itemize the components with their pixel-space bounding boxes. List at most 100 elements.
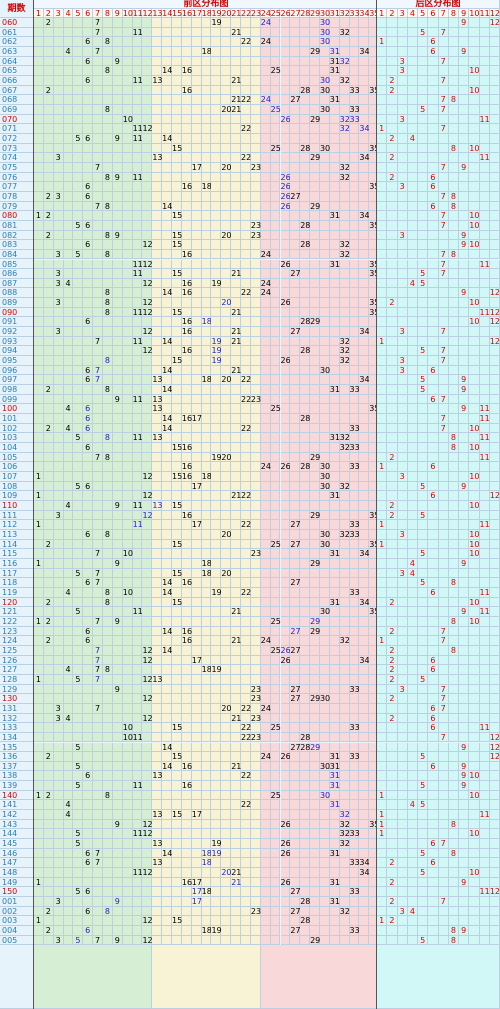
front-cell bbox=[241, 578, 251, 588]
back-cell bbox=[479, 85, 490, 96]
front-cell bbox=[152, 336, 163, 347]
back-cell bbox=[418, 703, 429, 714]
front-cell bbox=[181, 394, 192, 405]
back-cell bbox=[479, 694, 490, 704]
front-cell bbox=[260, 452, 271, 463]
back-cell bbox=[428, 356, 439, 366]
back-filler bbox=[377, 945, 500, 1009]
front-cell bbox=[310, 385, 320, 395]
front-cell bbox=[201, 56, 212, 67]
front-cell bbox=[162, 549, 173, 559]
front-cell bbox=[201, 839, 212, 849]
front-cell bbox=[319, 211, 330, 221]
front-cell bbox=[191, 269, 202, 279]
front-cell bbox=[310, 356, 320, 366]
back-cell bbox=[397, 520, 408, 530]
front-cell bbox=[339, 269, 350, 279]
front-cell bbox=[260, 259, 271, 270]
back-cell bbox=[377, 288, 388, 299]
front-number: 4 bbox=[63, 800, 74, 811]
back-cell bbox=[397, 433, 408, 444]
front-cell bbox=[310, 761, 320, 772]
front-cell bbox=[73, 269, 84, 279]
front-cell bbox=[191, 27, 202, 38]
front-cell bbox=[349, 549, 360, 559]
front-cell bbox=[310, 771, 320, 782]
front-cell bbox=[231, 133, 242, 144]
front-number: 3 bbox=[53, 897, 64, 907]
front-cell bbox=[280, 597, 291, 608]
front-cell bbox=[260, 491, 271, 501]
front-cell bbox=[53, 230, 64, 241]
front-cell bbox=[172, 327, 182, 337]
back-cell bbox=[407, 723, 418, 733]
front-cell bbox=[201, 829, 212, 840]
front-cell bbox=[181, 858, 192, 869]
front-number: 3 bbox=[53, 935, 64, 946]
front-cell bbox=[83, 732, 94, 743]
front-cell bbox=[122, 182, 133, 192]
front-cell bbox=[181, 539, 192, 550]
front-cell bbox=[201, 597, 212, 608]
front-cell bbox=[63, 848, 74, 859]
back-cell bbox=[489, 674, 500, 685]
front-cell bbox=[260, 124, 271, 134]
front-cell bbox=[211, 327, 222, 337]
front-cell bbox=[211, 935, 222, 946]
front-cell bbox=[280, 626, 291, 637]
front-cell bbox=[319, 230, 330, 241]
back-cell bbox=[479, 18, 490, 28]
front-cell bbox=[231, 684, 242, 695]
front-number: 8 bbox=[103, 104, 113, 115]
back-cell bbox=[377, 868, 388, 878]
front-number: 8 bbox=[103, 597, 113, 608]
back-number: 11 bbox=[479, 723, 490, 733]
issue-number: 118 bbox=[0, 578, 34, 588]
front-cell bbox=[241, 501, 251, 511]
front-cell bbox=[260, 365, 271, 376]
front-cell bbox=[319, 713, 330, 724]
front-cell bbox=[181, 18, 192, 28]
front-cell bbox=[241, 868, 251, 878]
front-cell bbox=[270, 56, 281, 67]
front-cell bbox=[349, 327, 360, 337]
front-cell bbox=[34, 587, 44, 598]
back-cell bbox=[438, 336, 449, 347]
front-cell bbox=[260, 385, 271, 395]
back-cell bbox=[448, 259, 459, 270]
front-cell bbox=[152, 520, 163, 530]
front-cell bbox=[53, 104, 64, 115]
front-number: 12 bbox=[142, 491, 153, 501]
front-cell bbox=[280, 906, 291, 917]
front-number: 18 bbox=[201, 887, 212, 898]
back-cell bbox=[469, 124, 480, 134]
front-cell bbox=[359, 684, 370, 695]
front-cell bbox=[172, 278, 182, 289]
front-cell bbox=[53, 839, 64, 849]
front-cell bbox=[319, 616, 330, 627]
front-cell bbox=[250, 182, 261, 192]
front-cell bbox=[349, 558, 360, 569]
front-cell bbox=[152, 868, 163, 878]
back-cell bbox=[489, 529, 500, 540]
back-cell bbox=[448, 153, 459, 163]
front-cell bbox=[241, 935, 251, 946]
front-cell bbox=[43, 124, 54, 134]
front-cell bbox=[142, 839, 153, 849]
back-cell bbox=[428, 636, 439, 646]
front-cell bbox=[250, 665, 261, 675]
front-cell bbox=[270, 926, 281, 936]
back-cell bbox=[418, 288, 429, 299]
front-cell bbox=[34, 394, 44, 405]
issue-number: 107 bbox=[0, 472, 34, 482]
front-cell bbox=[241, 327, 251, 337]
back-cell bbox=[479, 27, 490, 38]
front-cell bbox=[34, 133, 44, 144]
front-number: 33 bbox=[349, 85, 360, 96]
front-cell bbox=[319, 162, 330, 173]
front-cell bbox=[319, 95, 330, 105]
front-cell bbox=[260, 481, 271, 492]
front-cell bbox=[231, 220, 242, 231]
back-number: 10 bbox=[469, 85, 480, 96]
front-cell bbox=[329, 317, 340, 328]
